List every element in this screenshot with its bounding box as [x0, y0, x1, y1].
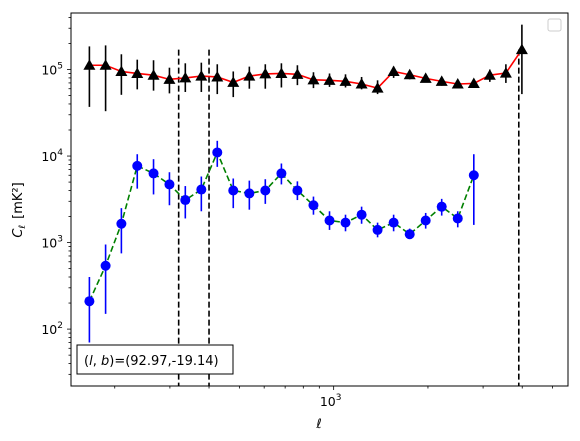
legend-box: [547, 18, 562, 32]
series-line-0: [89, 49, 523, 89]
data-point: [483, 69, 496, 80]
data-point: [372, 224, 383, 235]
data-point: [355, 78, 368, 89]
data-point: [403, 68, 416, 80]
data-point: [436, 201, 447, 212]
data-point: [452, 213, 463, 224]
plot-content: [83, 24, 528, 386]
data-point: [244, 188, 255, 199]
data-point: [468, 170, 479, 181]
data-point: [467, 77, 480, 88]
y-axis-title: Cℓ[mK²]: [11, 182, 28, 237]
data-point: [99, 59, 112, 70]
data-point: [324, 215, 335, 226]
x-tick-label: 103: [320, 393, 342, 409]
data-point: [115, 65, 128, 76]
data-point: [499, 67, 512, 78]
data-point: [212, 147, 223, 158]
axis-ticks: [67, 17, 553, 390]
data-point: [147, 69, 160, 80]
data-point: [131, 67, 144, 78]
data-point: [180, 195, 191, 206]
data-point: [451, 78, 464, 89]
annotation-text: (l, b)=(92.97,-19.14): [84, 354, 219, 369]
data-point: [291, 68, 304, 79]
data-point: [404, 229, 415, 240]
y-tick-label: 104: [41, 148, 63, 164]
data-point: [307, 73, 320, 85]
data-point: [164, 179, 175, 190]
data-point: [211, 70, 224, 82]
data-point: [387, 65, 400, 76]
data-point: [228, 185, 239, 196]
data-point: [339, 75, 352, 86]
y-tick-label: 102: [41, 321, 63, 337]
data-point: [179, 71, 192, 83]
data-point: [83, 59, 96, 70]
data-point: [163, 73, 176, 84]
data-point: [84, 296, 95, 307]
data-point: [276, 168, 287, 179]
data-point: [515, 43, 528, 55]
data-point: [371, 82, 384, 93]
data-point: [100, 260, 111, 271]
data-point: [148, 168, 159, 179]
data-point: [227, 76, 240, 87]
data-point: [260, 185, 271, 196]
data-point: [275, 67, 288, 78]
data-point: [116, 218, 127, 229]
data-point: [195, 70, 208, 81]
data-point: [340, 217, 351, 228]
data-point: [420, 215, 431, 226]
data-point: [419, 72, 432, 83]
data-point: [308, 200, 319, 211]
x-axis-title: ℓ: [315, 417, 321, 432]
data-point: [292, 185, 303, 196]
data-point: [196, 184, 207, 195]
data-point: [435, 75, 448, 86]
data-point: [132, 160, 143, 171]
data-point: [259, 67, 272, 79]
data-point: [388, 217, 399, 228]
annotation-box: [76, 344, 234, 375]
y-tick-label: 105: [41, 62, 63, 78]
data-point: [323, 74, 336, 85]
tick-labels: 102 103 104 105 103: [41, 62, 341, 409]
data-point: [243, 70, 256, 81]
y-tick-label: 103: [41, 235, 63, 251]
data-point: [356, 209, 367, 220]
